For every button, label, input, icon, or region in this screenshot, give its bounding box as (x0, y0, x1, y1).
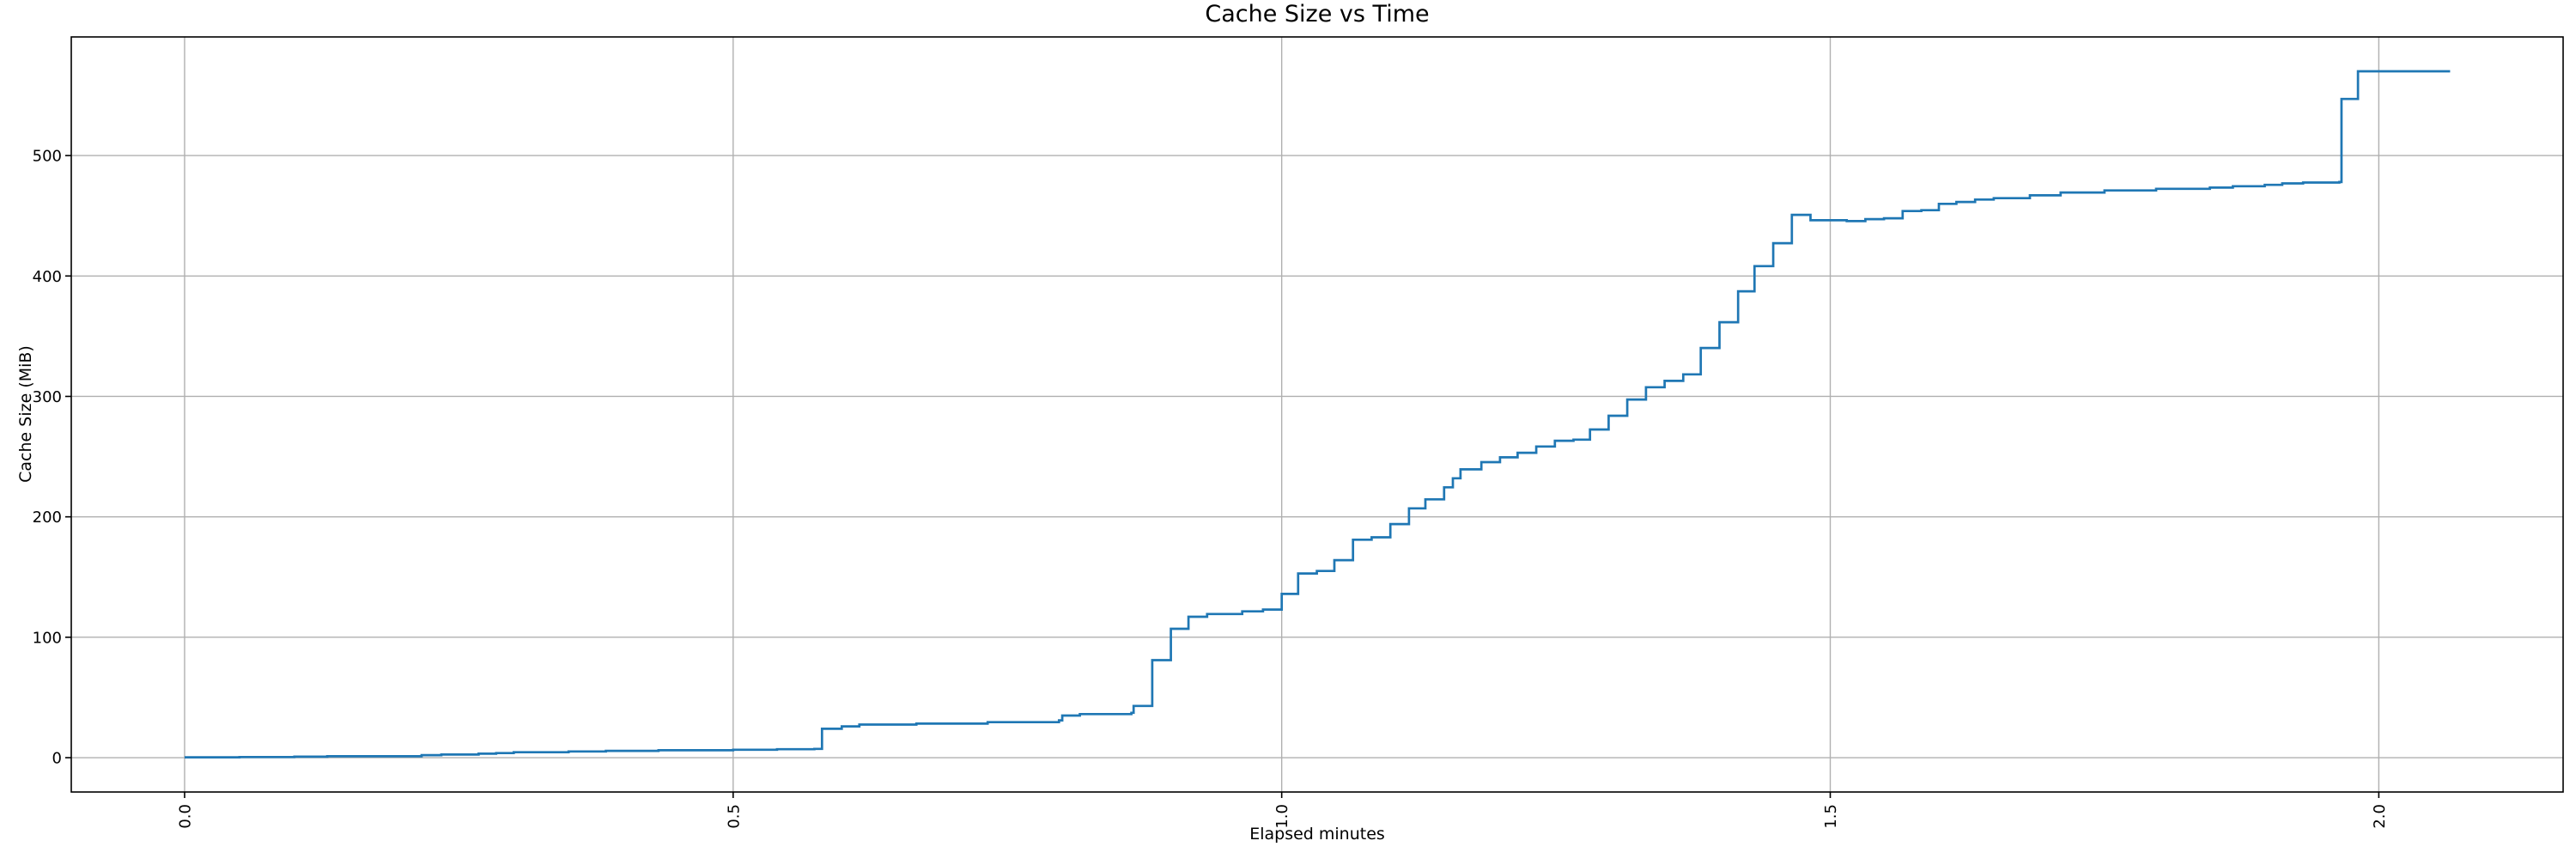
x-tick-label: 1.5 (1822, 804, 1840, 829)
y-tick-label: 0 (52, 750, 62, 768)
y-tick-label: 500 (33, 148, 62, 166)
cache-size-line (185, 70, 2451, 758)
x-axis-label: Elapsed minutes (1249, 825, 1385, 844)
y-tick-label: 200 (33, 509, 62, 527)
x-tick-label: 1.0 (1273, 804, 1291, 829)
y-tick-label: 400 (33, 268, 62, 286)
x-tick-label: 0.0 (176, 804, 194, 829)
y-tick-label: 300 (33, 388, 62, 406)
chart-title: Cache Size vs Time (1205, 1, 1430, 27)
y-tick-label: 100 (33, 629, 62, 647)
y-axis-label: Cache Size (MiB) (16, 345, 35, 483)
x-tick-label: 2.0 (2371, 804, 2389, 829)
plot-border (70, 36, 2564, 793)
x-tick-label: 0.5 (725, 804, 743, 829)
